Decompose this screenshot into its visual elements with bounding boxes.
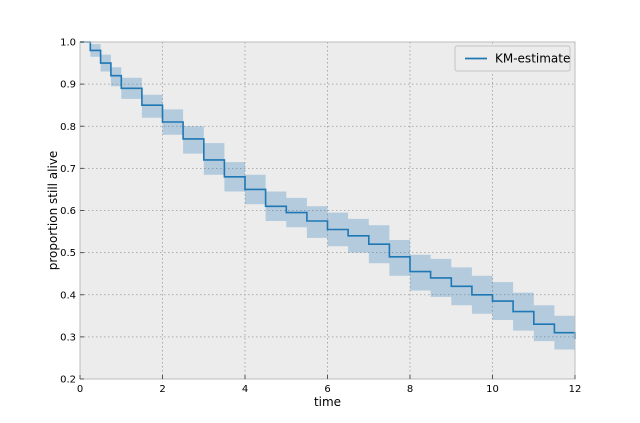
x-axis-label: time <box>314 395 341 409</box>
y-tick-label: 0.5 <box>60 248 76 259</box>
y-axis-label: proportion still alive <box>46 151 60 271</box>
y-tick-label: 0.8 <box>60 122 76 133</box>
y-tick-label: 0.4 <box>60 290 76 301</box>
legend: KM-estimate <box>454 45 571 72</box>
km-estimate-line <box>80 41 576 339</box>
x-tick-label: 10 <box>486 384 499 395</box>
y-tick-label: 0.9 <box>60 80 76 91</box>
x-tick-label: 12 <box>569 384 582 395</box>
y-tick-label: 0.7 <box>60 164 76 175</box>
legend-box <box>454 45 571 72</box>
x-tick-label: 6 <box>324 384 330 395</box>
y-tick-label: 0.3 <box>60 332 76 343</box>
y-tick-label: 1.0 <box>60 38 76 49</box>
y-tick-label: 0.2 <box>60 375 76 386</box>
x-tick-label: 8 <box>407 384 413 395</box>
data-layer <box>80 41 576 356</box>
x-tick-label: 0 <box>77 384 83 395</box>
y-tick-label: 0.6 <box>60 206 76 217</box>
x-tick-label: 4 <box>242 384 248 395</box>
tick-labels: 0 2 4 6 8 10 12 0.2 0.3 0.4 0.5 0.6 0.7 0.8 0.9 1.0 <box>60 38 581 396</box>
legend-label-km-estimate: KM-estimate <box>495 52 570 66</box>
x-tick-label: 2 <box>159 384 165 395</box>
